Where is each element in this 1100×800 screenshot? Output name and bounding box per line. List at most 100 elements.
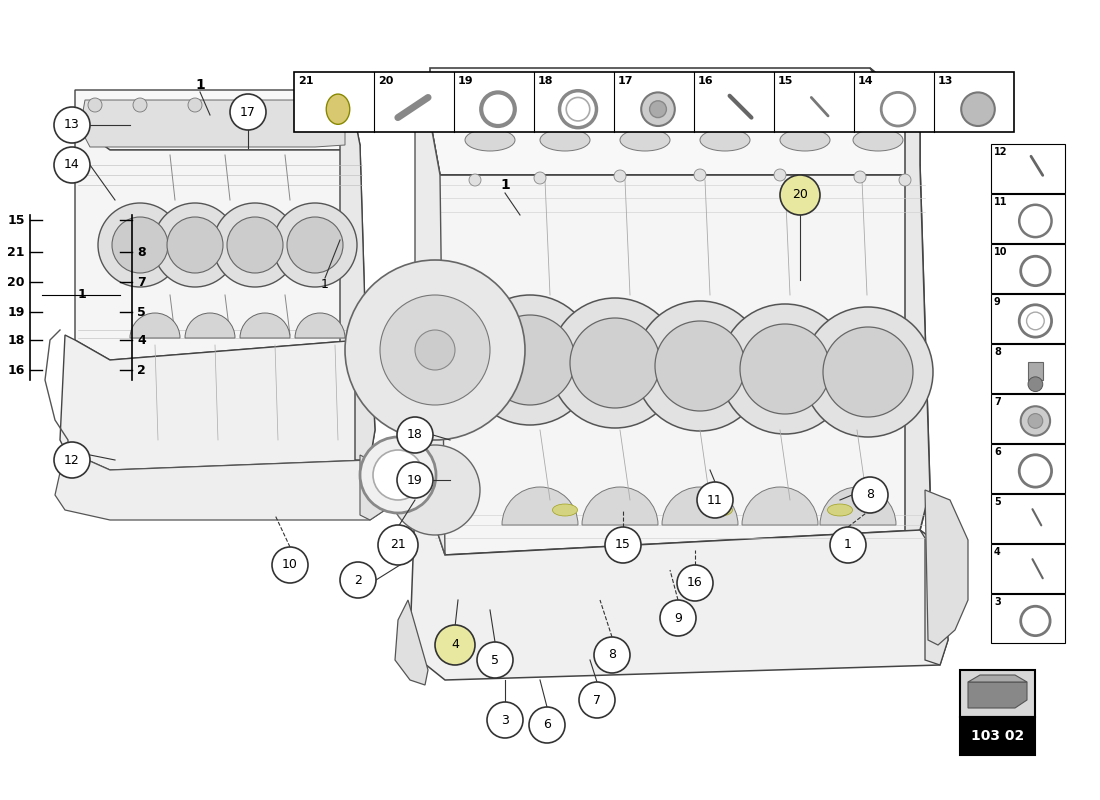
Circle shape [378, 525, 418, 565]
Ellipse shape [540, 129, 590, 151]
Text: 4: 4 [994, 547, 1001, 557]
Text: 21: 21 [8, 246, 25, 258]
Circle shape [54, 107, 90, 143]
Text: a passion for parts: a passion for parts [312, 430, 647, 550]
Circle shape [397, 417, 433, 453]
Circle shape [774, 169, 786, 181]
Text: 103 02: 103 02 [971, 729, 1024, 743]
Circle shape [1026, 312, 1044, 330]
Circle shape [308, 98, 322, 112]
Text: 13: 13 [64, 118, 80, 131]
Text: 16: 16 [8, 363, 25, 377]
Circle shape [1021, 606, 1050, 636]
Text: 8: 8 [608, 649, 616, 662]
Text: 6: 6 [994, 447, 1001, 457]
Text: 21: 21 [390, 538, 406, 551]
Text: 20: 20 [8, 275, 25, 289]
Bar [991, 244, 1065, 293]
Circle shape [1021, 406, 1050, 436]
Bar [991, 594, 1065, 643]
Wedge shape [502, 487, 578, 525]
Polygon shape [360, 455, 385, 520]
Circle shape [98, 203, 182, 287]
Text: 12: 12 [64, 454, 80, 466]
Text: 1: 1 [78, 289, 87, 302]
Ellipse shape [552, 504, 578, 516]
Text: 2: 2 [354, 574, 362, 586]
Text: 16: 16 [698, 76, 714, 86]
Circle shape [830, 527, 866, 563]
Polygon shape [310, 90, 365, 350]
FancyArrow shape [370, 78, 428, 113]
Polygon shape [395, 600, 428, 685]
Circle shape [88, 98, 102, 112]
Circle shape [360, 437, 436, 513]
Circle shape [594, 637, 630, 673]
Wedge shape [820, 487, 896, 525]
Text: 20: 20 [792, 189, 807, 202]
Text: 19: 19 [407, 474, 422, 486]
Bar [991, 194, 1065, 243]
Text: 16: 16 [688, 577, 703, 590]
Bar [294, 72, 1014, 132]
Text: 8: 8 [138, 246, 145, 258]
Circle shape [899, 174, 911, 186]
Circle shape [434, 625, 475, 665]
Bar [991, 444, 1065, 493]
Circle shape [112, 217, 168, 273]
Bar [991, 494, 1065, 543]
Text: 15: 15 [615, 538, 631, 551]
Text: 14: 14 [858, 76, 873, 86]
Bar [960, 670, 1035, 717]
Text: 8: 8 [866, 489, 874, 502]
Text: 5: 5 [994, 497, 1001, 507]
Circle shape [571, 106, 588, 124]
Circle shape [796, 106, 814, 124]
Bar [991, 544, 1065, 593]
Text: 11: 11 [994, 197, 1008, 207]
Circle shape [1021, 256, 1050, 286]
Circle shape [379, 295, 490, 405]
Polygon shape [968, 675, 1027, 682]
Text: 10: 10 [994, 247, 1008, 257]
Circle shape [852, 477, 888, 513]
Wedge shape [742, 487, 818, 525]
Text: 20: 20 [378, 76, 394, 86]
Ellipse shape [700, 129, 750, 151]
Polygon shape [925, 490, 968, 645]
Text: 13: 13 [938, 76, 954, 86]
Text: 1: 1 [500, 178, 510, 192]
Circle shape [273, 203, 358, 287]
Text: 19: 19 [458, 76, 474, 86]
Circle shape [133, 98, 147, 112]
Polygon shape [870, 68, 930, 535]
Circle shape [534, 172, 546, 184]
Circle shape [213, 203, 297, 287]
Text: 7: 7 [138, 275, 145, 289]
Circle shape [720, 106, 739, 124]
Text: 6: 6 [543, 718, 551, 731]
Circle shape [961, 93, 994, 126]
Text: 18: 18 [8, 334, 25, 346]
Polygon shape [415, 120, 446, 555]
Circle shape [803, 307, 933, 437]
Text: 9: 9 [674, 611, 682, 625]
Bar [1028, 362, 1043, 380]
Text: 7: 7 [994, 397, 1001, 407]
Circle shape [54, 442, 90, 478]
Circle shape [579, 682, 615, 718]
Text: europæss: europæss [278, 335, 682, 505]
Circle shape [694, 169, 706, 181]
Wedge shape [582, 487, 658, 525]
Text: 12: 12 [994, 147, 1008, 157]
Circle shape [287, 217, 343, 273]
Circle shape [720, 304, 850, 434]
Ellipse shape [780, 129, 830, 151]
Circle shape [550, 298, 680, 428]
Circle shape [650, 101, 667, 118]
Bar [991, 344, 1065, 393]
Polygon shape [55, 450, 385, 520]
Text: 15: 15 [8, 214, 25, 226]
Circle shape [866, 106, 884, 124]
Circle shape [560, 90, 596, 128]
